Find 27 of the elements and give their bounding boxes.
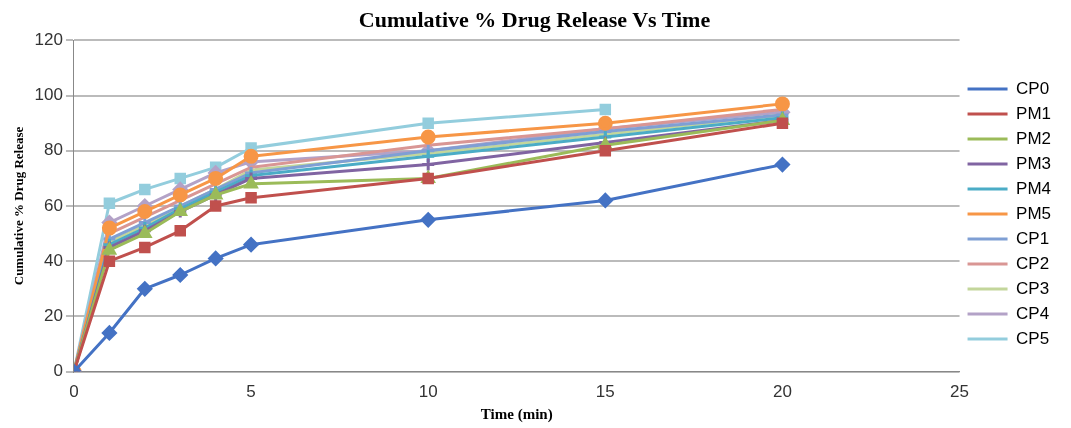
y-axis-title: Cumulative % Drug Release — [11, 126, 27, 286]
legend-label: CP4 — [1016, 303, 1050, 323]
x-axis-title: Time (min) — [480, 405, 553, 423]
legend-label: CP5 — [1016, 328, 1050, 348]
x-tick-label: 15 — [595, 382, 615, 402]
y-tick-label: 40 — [44, 250, 63, 270]
legend-label: PM3 — [1016, 153, 1052, 173]
x-tick-label: 25 — [950, 382, 970, 402]
legend-label: CP0 — [1016, 78, 1050, 98]
legend-label: PM5 — [1016, 203, 1052, 223]
y-tick-label: 0 — [53, 361, 63, 381]
chart-title: Cumulative % Drug Release Vs Time — [358, 6, 711, 32]
x-tick-label: 0 — [69, 382, 79, 402]
y-tick-label: 80 — [44, 140, 63, 160]
x-tick-label: 10 — [418, 382, 438, 402]
y-tick-label: 20 — [44, 306, 63, 326]
y-tick-label: 100 — [34, 85, 63, 105]
legend-label: PM1 — [1016, 103, 1052, 123]
legend-label: CP2 — [1016, 253, 1050, 273]
x-tick-label: 20 — [772, 382, 792, 402]
legend-label: PM4 — [1016, 178, 1052, 198]
legend-label: CP3 — [1016, 278, 1050, 298]
legend-label: PM2 — [1016, 128, 1052, 148]
x-tick-label: 5 — [246, 382, 256, 402]
y-tick-label: 60 — [44, 195, 63, 215]
y-tick-label: 120 — [34, 30, 63, 50]
legend-label: CP1 — [1016, 228, 1050, 248]
